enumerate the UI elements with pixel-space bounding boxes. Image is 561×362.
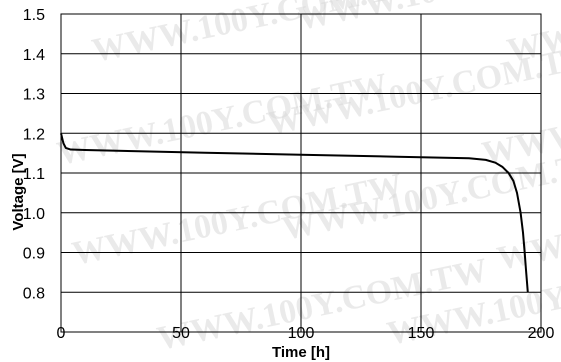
y-tick-label: 1.4 <box>23 47 45 64</box>
x-tick-label: 100 <box>288 325 315 342</box>
y-tick-label: 1.0 <box>23 206 45 223</box>
y-tick-label: 0.9 <box>23 246 45 263</box>
x-tick-label: 0 <box>57 325 66 342</box>
series-layer <box>60 133 529 293</box>
y-tick-label: 1.2 <box>23 126 45 143</box>
grid <box>61 14 541 332</box>
x-tick-labels: 0 50 100 150 200 <box>57 325 555 342</box>
y-tick-label: 1.1 <box>23 166 45 183</box>
y-tick-labels: 0.8 0.9 1.0 1.1 1.2 1.3 1.4 1.5 <box>23 7 45 302</box>
voltage-series-line <box>60 133 529 293</box>
y-tick-label: 1.5 <box>23 7 45 24</box>
y-tick-label: 0.8 <box>23 285 45 302</box>
plot-frame <box>60 13 542 333</box>
x-axis-title: Time [h] <box>272 344 330 361</box>
y-axis-title: Voltage [V] <box>10 153 27 230</box>
x-tick-label: 200 <box>528 325 555 342</box>
x-tick-label: 150 <box>408 325 435 342</box>
y-tick-label: 1.3 <box>23 87 45 104</box>
x-tick-label: 50 <box>172 325 190 342</box>
